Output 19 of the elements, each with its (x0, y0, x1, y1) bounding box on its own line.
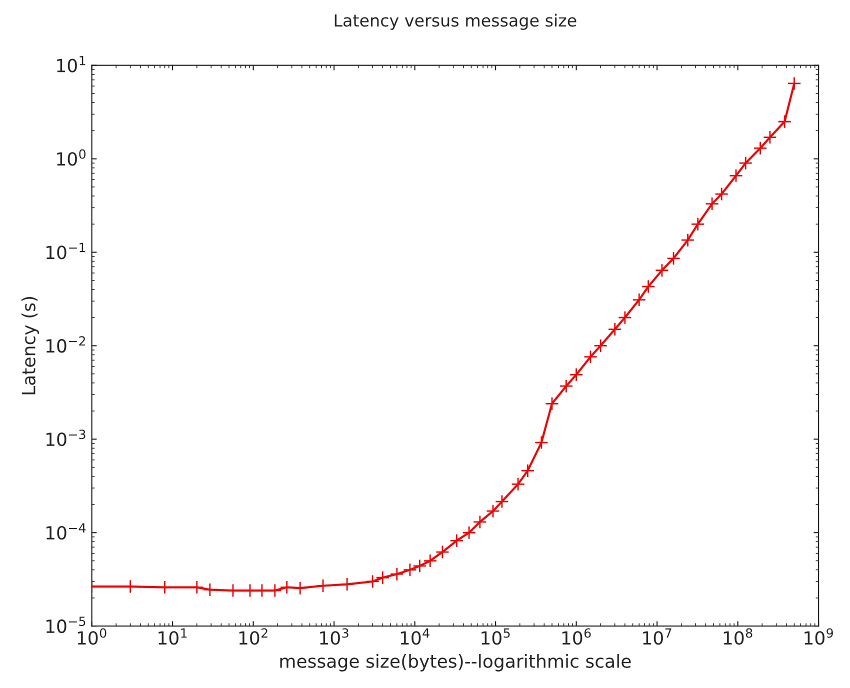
y-tick-label: 10$^{−1}$ (46, 242, 86, 260)
y-tick-label: 10$^{1}$ (57, 56, 86, 72)
x-tick-label: 10$^{5}$ (482, 628, 510, 645)
x-tick-label: 10$^{2}$ (239, 628, 268, 645)
chart-title: Latency versus message size (334, 14, 576, 30)
x-tick-label: 10$^{1}$ (158, 628, 187, 645)
x-tick-label: 10$^{4}$ (400, 628, 430, 645)
y-tick-label: 10$^{−4}$ (46, 523, 86, 540)
y-tick-label: 10$^{−3}$ (46, 430, 86, 446)
y-tick-label: 10$^{−2}$ (46, 336, 86, 353)
x-tick-label: 10$^{8}$ (724, 628, 752, 645)
x-axis-title: message size(bytes)--logarithmic scale (280, 654, 631, 672)
y-tick-label: 10$^{0}$ (57, 149, 86, 166)
x-tick-label: 10$^{0}$ (78, 628, 106, 645)
x-tick-label: 10$^{6}$ (562, 628, 591, 645)
x-tick-label: 10$^{9}$ (804, 628, 833, 645)
x-tick-label: 10$^{3}$ (320, 628, 348, 645)
y-axis-title: Latency (s) (22, 296, 39, 394)
x-tick-label: 10$^{7}$ (643, 628, 672, 645)
